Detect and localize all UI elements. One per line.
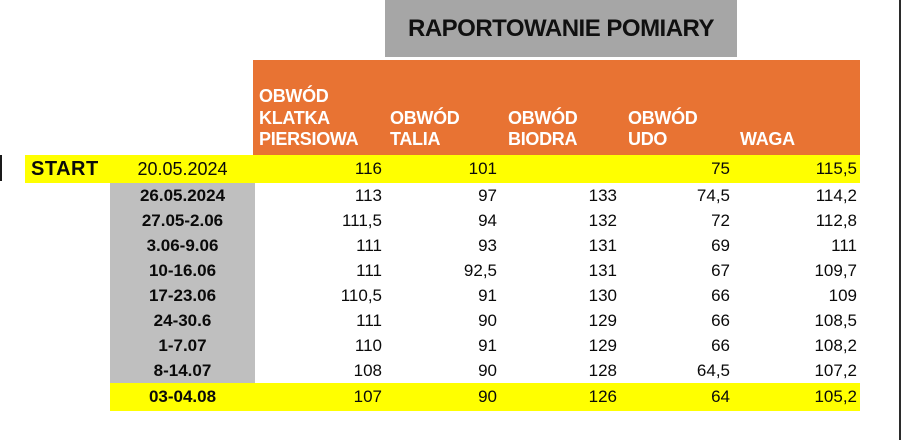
thigh-cell[interactable]: 64,5 (696, 361, 730, 380)
final-row: 03-04.08 107 90 126 64 105,2 (0, 383, 904, 411)
chest-cell[interactable]: 110,5 (340, 286, 382, 305)
period-cell[interactable]: 17-23.06 (110, 283, 255, 308)
weight-cell[interactable]: 115,5 (815, 159, 857, 178)
hips-cell[interactable]: 126 (588, 387, 617, 406)
measurement-row: 27.05-2.06 111,5 94 132 72 112,8 (0, 208, 904, 233)
thigh-cell[interactable]: 67 (711, 261, 730, 280)
hips-cell[interactable]: 131 (588, 236, 617, 255)
hips-cell[interactable]: 130 (588, 286, 617, 305)
chest-cell[interactable]: 111 (356, 236, 382, 255)
waist-cell[interactable]: 97 (478, 186, 497, 205)
measurement-rows: 26.05.2024 113 97 133 74,5 114,2 27.05-2… (0, 183, 904, 383)
weight-cell[interactable]: 107,2 (814, 361, 857, 380)
hips-cell[interactable]: 133 (588, 186, 617, 205)
measurement-row: 10-16.06 111 92,5 131 67 109,7 (0, 258, 904, 283)
period-cell[interactable]: 3.06-9.06 (110, 233, 255, 258)
final-row-highlight (110, 383, 860, 411)
thigh-cell[interactable]: 75 (711, 159, 730, 178)
measurement-row: 26.05.2024 113 97 133 74,5 114,2 (0, 183, 904, 208)
hips-cell[interactable]: 128 (588, 361, 617, 380)
thigh-cell[interactable]: 74,5 (696, 186, 730, 205)
weight-cell[interactable]: 109 (828, 286, 857, 305)
thigh-cell[interactable]: 64 (711, 387, 730, 406)
thigh-cell[interactable]: 69 (711, 236, 730, 255)
weight-cell[interactable]: 112,8 (815, 211, 857, 230)
measurement-row: 3.06-9.06 111 93 131 69 111 (0, 233, 904, 258)
column-header-hips[interactable]: OBWÓD BIODRA (508, 107, 578, 149)
column-header-row: OBWÓD KLATKA PIERSIOWA OBWÓD TALIA OBWÓD… (253, 60, 860, 155)
chest-cell[interactable]: 107 (353, 387, 382, 406)
period-cell[interactable]: 27.05-2.06 (110, 208, 255, 233)
waist-cell[interactable]: 90 (478, 387, 497, 406)
thigh-cell[interactable]: 66 (711, 336, 730, 355)
measurement-row: 1-7.07 110 91 129 66 108,2 (0, 333, 904, 358)
thigh-cell[interactable]: 72 (711, 211, 730, 230)
column-header-thigh[interactable]: OBWÓD UDO (628, 107, 698, 149)
title-banner[interactable]: RAPORTOWANIE POMIARY (385, 0, 737, 57)
thigh-cell[interactable]: 66 (711, 286, 730, 305)
hips-cell[interactable]: 129 (588, 311, 617, 330)
weight-cell[interactable]: 111 (831, 236, 857, 255)
period-cell[interactable]: 1-7.07 (110, 333, 255, 358)
thigh-cell[interactable]: 66 (711, 311, 730, 330)
waist-cell[interactable]: 91 (478, 286, 497, 305)
period-cell[interactable]: 03-04.08 (148, 387, 217, 406)
left-edge-tick (0, 155, 2, 181)
weight-cell[interactable]: 105,2 (814, 387, 857, 406)
start-label-cell[interactable]: START (31, 158, 99, 180)
start-row-highlight (25, 155, 860, 183)
weight-cell[interactable]: 114,2 (815, 186, 857, 205)
weight-cell[interactable]: 109,7 (814, 261, 857, 280)
chest-cell[interactable]: 111,5 (341, 211, 382, 230)
right-border-line (899, 0, 901, 440)
chest-cell[interactable]: 116 (354, 159, 382, 178)
period-cell[interactable]: 10-16.06 (110, 258, 255, 283)
chest-cell[interactable]: 111 (356, 311, 382, 330)
period-cell[interactable]: 8-14.07 (110, 358, 255, 383)
chest-cell[interactable]: 110 (354, 336, 382, 355)
measurement-row: 8-14.07 108 90 128 64,5 107,2 (0, 358, 904, 383)
measurement-row: 17-23.06 110,5 91 130 66 109 (0, 283, 904, 308)
page-title: RAPORTOWANIE POMIARY (407, 14, 715, 42)
period-cell[interactable]: 26.05.2024 (110, 183, 255, 208)
waist-cell[interactable]: 94 (478, 211, 497, 230)
weight-cell[interactable]: 108,5 (814, 311, 857, 330)
chest-cell[interactable]: 113 (354, 186, 382, 205)
start-row: START 20.05.2024 116 101 75 115,5 (0, 155, 904, 183)
column-header-waist[interactable]: OBWÓD TALIA (390, 107, 460, 149)
column-header-weight[interactable]: WAGA (740, 128, 795, 149)
waist-cell[interactable]: 90 (478, 311, 497, 330)
waist-cell[interactable]: 90 (478, 361, 497, 380)
hips-cell[interactable]: 132 (588, 211, 617, 230)
measurement-row: 24-30.6 111 90 129 66 108,5 (0, 308, 904, 333)
waist-cell[interactable]: 101 (468, 159, 497, 178)
hips-cell[interactable]: 129 (588, 336, 617, 355)
period-cell[interactable]: 24-30.6 (110, 308, 255, 333)
waist-cell[interactable]: 92,5 (463, 261, 497, 280)
start-date-cell[interactable]: 20.05.2024 (137, 159, 228, 179)
chest-cell[interactable]: 111 (356, 261, 382, 280)
weight-cell[interactable]: 108,2 (814, 336, 857, 355)
column-header-chest[interactable]: OBWÓD KLATKA PIERSIOWA (259, 86, 359, 149)
chest-cell[interactable]: 108 (353, 361, 382, 380)
hips-cell[interactable]: 131 (588, 261, 617, 280)
waist-cell[interactable]: 93 (478, 236, 497, 255)
waist-cell[interactable]: 91 (478, 336, 497, 355)
hips-cell[interactable] (505, 155, 617, 183)
